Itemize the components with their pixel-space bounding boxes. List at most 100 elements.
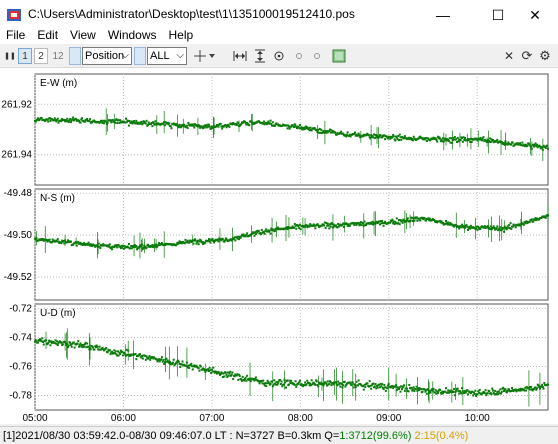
data-point bbox=[93, 348, 96, 351]
position-chart[interactable]: 261.92 261.94 E-W (m) -49.48 -49.50 -49.52 N-S… bbox=[0, 68, 558, 424]
plot-12-button[interactable]: 12 bbox=[52, 50, 64, 62]
data-point bbox=[89, 244, 92, 247]
data-point bbox=[534, 386, 537, 389]
solution-select[interactable]: ALL ⌵ bbox=[147, 47, 187, 65]
data-point bbox=[174, 124, 177, 127]
data-point bbox=[93, 119, 96, 122]
data-point bbox=[67, 344, 70, 347]
fit-horizontal-icon[interactable] bbox=[232, 48, 248, 64]
data-point bbox=[112, 351, 115, 354]
data-point bbox=[348, 133, 351, 136]
data-point bbox=[150, 121, 153, 124]
data-point bbox=[425, 139, 428, 142]
data-point bbox=[95, 245, 98, 248]
data-point bbox=[34, 237, 36, 240]
data-point bbox=[73, 346, 76, 349]
data-point bbox=[348, 224, 351, 227]
data-point bbox=[328, 382, 331, 385]
data-point bbox=[285, 226, 288, 229]
data-point bbox=[160, 356, 163, 359]
plot-2-button[interactable]: 2 bbox=[34, 48, 48, 64]
data-point bbox=[466, 225, 469, 228]
data-point bbox=[300, 382, 303, 385]
data-point bbox=[293, 123, 296, 126]
minimize-button[interactable]: — bbox=[436, 7, 450, 23]
data-point bbox=[529, 388, 532, 391]
data-point bbox=[394, 220, 397, 223]
crosshair-dropdown-icon[interactable] bbox=[194, 48, 216, 64]
data-point bbox=[61, 117, 64, 120]
menu-help[interactable]: Help bbox=[168, 28, 194, 42]
data-point bbox=[162, 359, 165, 362]
data-point bbox=[136, 248, 139, 251]
data-point bbox=[378, 220, 381, 223]
gear-icon[interactable]: ⚙ bbox=[539, 48, 551, 63]
data-point bbox=[135, 245, 138, 248]
data-point bbox=[532, 143, 535, 146]
menu-windows[interactable]: Windows bbox=[107, 28, 157, 42]
data-point bbox=[36, 118, 39, 121]
data-point bbox=[251, 232, 254, 235]
data-point bbox=[491, 389, 494, 392]
data-point bbox=[306, 126, 309, 129]
data-point bbox=[370, 135, 373, 138]
data-point bbox=[128, 120, 131, 123]
maximize-button[interactable]: ☐ bbox=[491, 6, 505, 23]
menu-edit[interactable]: Edit bbox=[37, 28, 59, 42]
data-point bbox=[123, 244, 126, 247]
data-point bbox=[177, 241, 180, 244]
data-point bbox=[489, 141, 492, 144]
status-q2: 2:15(0.4%) bbox=[414, 429, 469, 442]
data-point bbox=[215, 370, 218, 373]
data-point bbox=[114, 119, 117, 122]
pause-icon[interactable]: ❚❚ bbox=[4, 53, 16, 60]
data-point bbox=[149, 123, 152, 126]
data-point bbox=[163, 124, 166, 127]
data-point bbox=[121, 246, 124, 249]
status-bar: [1]2021/08/30 03:59:42.0-08/30 09:46:07.… bbox=[0, 426, 558, 444]
data-point bbox=[449, 389, 452, 392]
plot-area[interactable]: 261.92 261.94 E-W (m) -49.48 -49.50 -49.52 N-S… bbox=[0, 68, 558, 424]
data-point bbox=[392, 220, 395, 223]
data-point bbox=[147, 121, 150, 124]
data-point bbox=[251, 122, 254, 125]
data-point bbox=[72, 116, 75, 119]
data-point bbox=[99, 246, 102, 249]
menu-view[interactable]: View bbox=[70, 28, 96, 42]
data-point bbox=[257, 380, 260, 383]
solution-color-icon[interactable] bbox=[134, 47, 146, 65]
panel-ylabel: U-D (m) bbox=[40, 308, 76, 319]
clear-icon[interactable]: ✕ bbox=[503, 49, 515, 63]
center-origin-icon[interactable] bbox=[272, 48, 286, 64]
data-point bbox=[297, 382, 300, 385]
fit-vertical-icon[interactable] bbox=[252, 48, 268, 64]
data-point bbox=[268, 229, 271, 232]
color-swatch-icon[interactable] bbox=[69, 47, 81, 65]
data-point bbox=[275, 381, 278, 384]
plot-1-button[interactable]: 1 bbox=[18, 48, 32, 64]
data-point bbox=[376, 384, 378, 387]
plot-type-select[interactable]: Position ⌵ bbox=[82, 47, 132, 65]
menu-file[interactable]: File bbox=[6, 28, 26, 42]
show-track-icon[interactable] bbox=[292, 48, 306, 64]
data-point bbox=[149, 358, 152, 361]
fix-center-icon[interactable] bbox=[310, 48, 324, 64]
data-point bbox=[446, 223, 449, 226]
data-point bbox=[334, 224, 337, 227]
close-button[interactable]: ✕ bbox=[529, 6, 541, 23]
data-point bbox=[207, 368, 210, 371]
data-point bbox=[359, 223, 362, 226]
data-point bbox=[505, 228, 508, 231]
data-point bbox=[448, 137, 451, 140]
data-point bbox=[441, 390, 444, 393]
data-point bbox=[293, 126, 296, 129]
data-point bbox=[102, 122, 105, 125]
map-image-icon[interactable] bbox=[332, 48, 346, 64]
menu-bar: File Edit View Windows Help bbox=[0, 26, 558, 44]
data-point bbox=[494, 228, 497, 231]
data-point bbox=[362, 385, 365, 388]
data-point bbox=[57, 342, 60, 345]
data-point bbox=[447, 391, 450, 394]
x-tick-label: 08:00 bbox=[288, 413, 313, 424]
refresh-icon[interactable]: ⟳ bbox=[521, 48, 533, 63]
